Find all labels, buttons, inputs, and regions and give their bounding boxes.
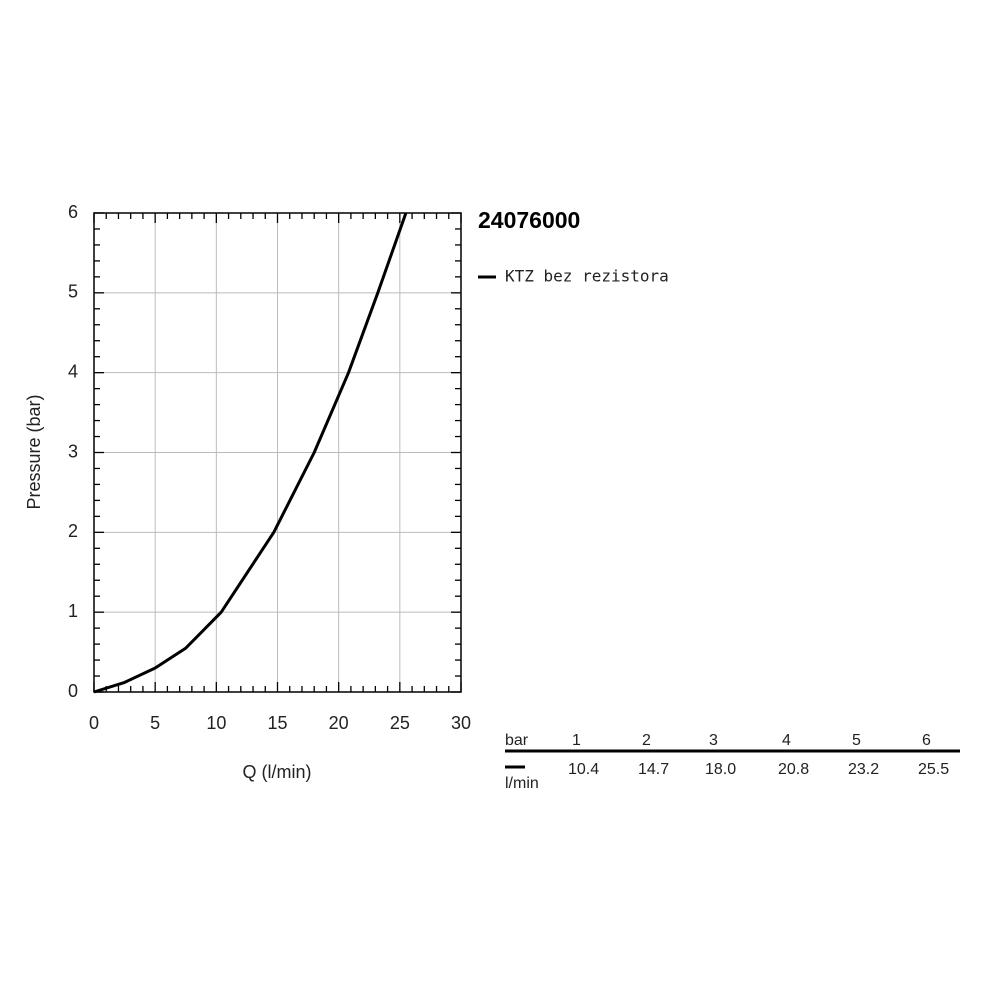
table-header: bar (505, 732, 529, 749)
y-tick-label: 2 (68, 521, 78, 541)
table-flow: 20.8 (778, 761, 809, 778)
table-pressure: 1 (572, 732, 581, 749)
y-tick-label: 4 (68, 361, 78, 381)
table-pressure: 5 (852, 732, 861, 749)
table-unit: l/min (505, 775, 539, 792)
x-tick-label: 15 (267, 713, 287, 733)
chart-title: 24076000 (478, 207, 580, 233)
x-tick-label: 25 (390, 713, 410, 733)
y-tick-label: 1 (68, 601, 78, 621)
table-flow: 18.0 (705, 761, 736, 778)
y-tick-label: 6 (68, 202, 78, 222)
table-pressure: 2 (642, 732, 651, 749)
y-axis-label: Pressure (bar) (24, 394, 44, 509)
x-tick-label: 30 (451, 713, 471, 733)
x-tick-label: 10 (206, 713, 226, 733)
x-tick-label: 20 (329, 713, 349, 733)
y-tick-label: 3 (68, 441, 78, 461)
y-tick-label: 5 (68, 282, 78, 302)
table-pressure: 4 (782, 732, 791, 749)
table-flow: 23.2 (848, 761, 879, 778)
table-pressure: 6 (922, 732, 931, 749)
y-tick-label: 0 (68, 681, 78, 701)
table-flow: 25.5 (918, 761, 949, 778)
table-pressure: 3 (709, 732, 718, 749)
x-tick-label: 5 (150, 713, 160, 733)
data-line (93, 212, 408, 694)
legend-label: KTZ bez rezistora (505, 267, 669, 286)
table-flow: 14.7 (638, 761, 669, 778)
plot-frame (93, 212, 462, 693)
table-flow: 10.4 (568, 761, 599, 778)
x-tick-label: 0 (89, 713, 99, 733)
x-axis-label: Q (l/min) (243, 762, 312, 782)
